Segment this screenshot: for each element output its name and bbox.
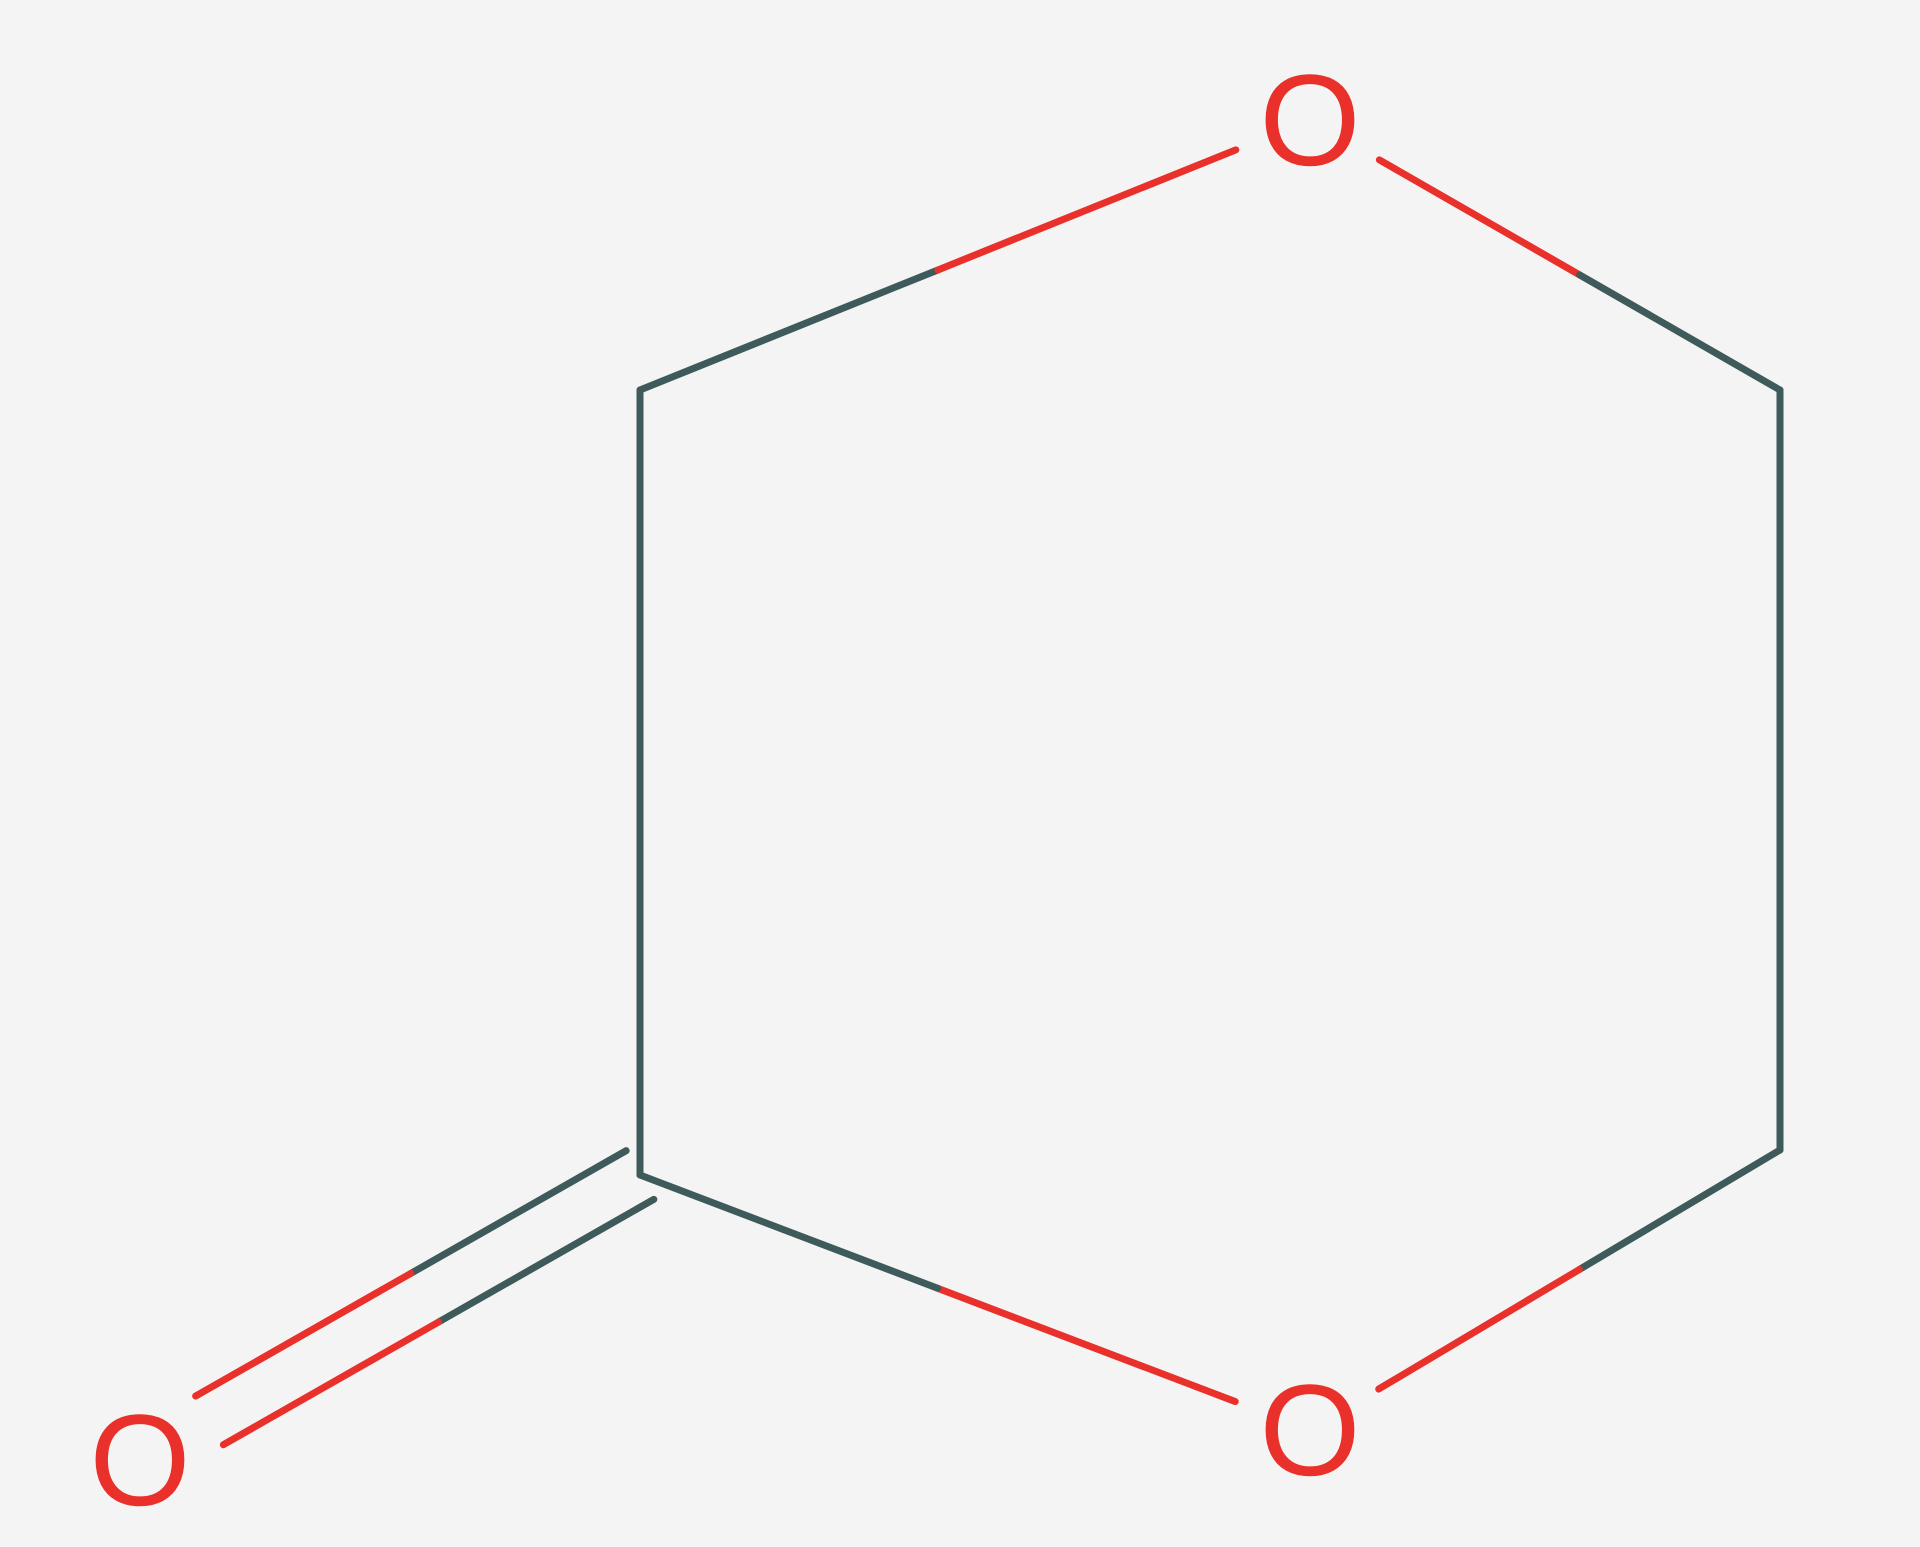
atom-label-o7: O bbox=[89, 1387, 190, 1533]
atom-label-o1: O bbox=[1259, 47, 1360, 193]
atom-label-o4: O bbox=[1259, 1357, 1360, 1503]
molecule-diagram: O O O bbox=[0, 0, 1920, 1547]
